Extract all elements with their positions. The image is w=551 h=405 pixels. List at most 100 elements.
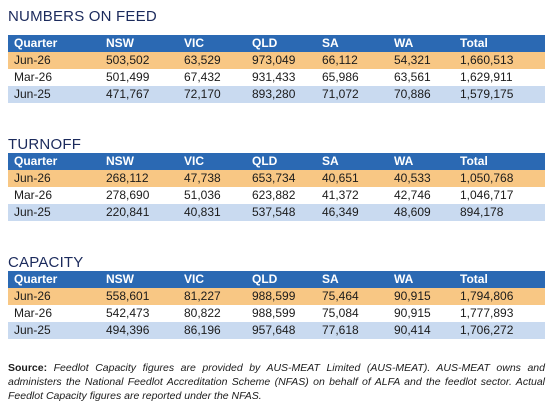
data-cell: 46,349: [322, 205, 359, 219]
section-title: TURNOFF: [8, 136, 82, 153]
data-cell: 893,280: [252, 87, 296, 101]
data-cell: 71,072: [322, 87, 359, 101]
header-cell: QLD: [252, 154, 278, 168]
header-cell: Total: [460, 36, 488, 50]
data-cell: 1,050,768: [460, 171, 514, 185]
data-cell: Jun-26: [14, 53, 51, 67]
data-cell: 72,170: [184, 87, 221, 101]
data-cell: 75,084: [322, 306, 359, 320]
data-cell: Jun-26: [14, 171, 51, 185]
section-title: CAPACITY: [8, 254, 84, 271]
data-row: Mar-26 278,690 51,036 623,882 41,372 42,746 1,…: [8, 187, 545, 204]
data-cell: 67,432: [184, 70, 221, 84]
data-cell: 1,660,513: [460, 53, 514, 67]
data-cell: 75,464: [322, 289, 359, 303]
header-row: Quarter NSW VIC QLD SA WA Total: [8, 271, 545, 288]
header-cell: VIC: [184, 36, 205, 50]
data-cell: 90,915: [394, 289, 431, 303]
data-cell: 988,599: [252, 306, 296, 320]
header-cell: WA: [394, 154, 414, 168]
data-cell: 988,599: [252, 289, 296, 303]
data-cell: 47,738: [184, 171, 221, 185]
data-cell: 471,767: [106, 87, 150, 101]
data-cell: 70,886: [394, 87, 431, 101]
header-cell: SA: [322, 272, 339, 286]
data-cell: 1,046,717: [460, 188, 514, 202]
data-cell: 268,112: [106, 171, 149, 185]
header-cell: WA: [394, 36, 414, 50]
data-cell: 48,609: [394, 205, 431, 219]
data-cell: 41,372: [322, 188, 359, 202]
header-cell: Total: [460, 154, 488, 168]
data-cell: Jun-25: [14, 205, 51, 219]
data-cell: 86,196: [184, 323, 221, 337]
data-cell: 278,690: [106, 188, 150, 202]
header-row: Quarter NSW VIC QLD SA WA Total: [8, 153, 545, 170]
header-cell: NSW: [106, 154, 134, 168]
data-cell: Jun-25: [14, 87, 51, 101]
data-cell: 653,734: [252, 171, 296, 185]
data-cell: 42,746: [394, 188, 431, 202]
header-cell: Quarter: [14, 154, 58, 168]
data-cell: 51,036: [184, 188, 221, 202]
data-cell: 558,601: [106, 289, 150, 303]
source-text: Feedlot Capacity figures are provided by…: [8, 361, 545, 402]
data-row: Jun-25 471,767 72,170 893,280 71,072 70,886 1,…: [8, 86, 545, 103]
header-cell: Quarter: [14, 272, 58, 286]
data-cell: 542,473: [106, 306, 150, 320]
header-cell: Quarter: [14, 36, 58, 50]
data-cell: 973,049: [252, 53, 296, 67]
header-cell: VIC: [184, 154, 205, 168]
data-row: Jun-25 220,841 40,831 537,548 46,349 48,609 89…: [8, 204, 545, 221]
header-cell: WA: [394, 272, 414, 286]
data-cell: 40,533: [394, 171, 431, 185]
header-cell: Total: [460, 272, 488, 286]
data-cell: 1,579,175: [460, 87, 514, 101]
data-cell: 63,529: [184, 53, 221, 67]
data-cell: 63,561: [394, 70, 431, 84]
data-cell: 90,915: [394, 306, 431, 320]
data-cell: 894,178: [460, 205, 504, 219]
source-note: Source: Feedlot Capacity figures are pro…: [8, 361, 545, 403]
data-cell: 40,831: [184, 205, 221, 219]
data-cell: 1,794,806: [460, 289, 514, 303]
header-cell: SA: [322, 36, 339, 50]
header-cell: QLD: [252, 272, 278, 286]
data-cell: 931,433: [252, 70, 296, 84]
data-cell: 494,396: [106, 323, 150, 337]
data-cell: 1,629,911: [460, 70, 513, 84]
data-cell: 65,986: [322, 70, 359, 84]
data-cell: 220,841: [106, 205, 150, 219]
data-cell: 54,321: [394, 53, 431, 67]
data-cell: Jun-25: [14, 323, 51, 337]
data-cell: 66,112: [322, 53, 358, 67]
data-cell: 81,227: [184, 289, 221, 303]
data-cell: 1,777,893: [460, 306, 514, 320]
data-cell: 503,502: [106, 53, 150, 67]
data-cell: Mar-26: [14, 306, 53, 320]
header-cell: VIC: [184, 272, 205, 286]
data-row: Jun-26 268,112 47,738 653,734 40,651 40,533 1,…: [8, 170, 545, 187]
data-cell: 501,499: [106, 70, 150, 84]
data-cell: 1,706,272: [460, 323, 514, 337]
data-cell: Mar-26: [14, 70, 53, 84]
data-cell: 40,651: [322, 171, 359, 185]
header-cell: SA: [322, 154, 339, 168]
data-cell: 80,822: [184, 306, 221, 320]
section-title: NUMBERS ON FEED: [8, 8, 157, 25]
data-row: Mar-26 501,499 67,432 931,433 65,986 63,561 1,…: [8, 69, 545, 86]
header-row: Quarter NSW VIC QLD SA WA Total: [8, 35, 545, 52]
data-cell: 90,414: [394, 323, 431, 337]
data-cell: 957,648: [252, 323, 296, 337]
data-cell: Mar-26: [14, 188, 53, 202]
data-cell: Jun-26: [14, 289, 51, 303]
data-cell: 623,882: [252, 188, 296, 202]
data-cell: 537,548: [252, 205, 296, 219]
header-cell: QLD: [252, 36, 278, 50]
source-label: Source:: [8, 361, 48, 374]
data-row: Jun-25 494,396 86,196 957,648 77,618 90,414 1,…: [8, 322, 545, 339]
header-cell: NSW: [106, 272, 134, 286]
data-row: Jun-26 558,601 81,227 988,599 75,464 90,915 1,…: [8, 288, 545, 305]
data-cell: 77,618: [322, 323, 359, 337]
